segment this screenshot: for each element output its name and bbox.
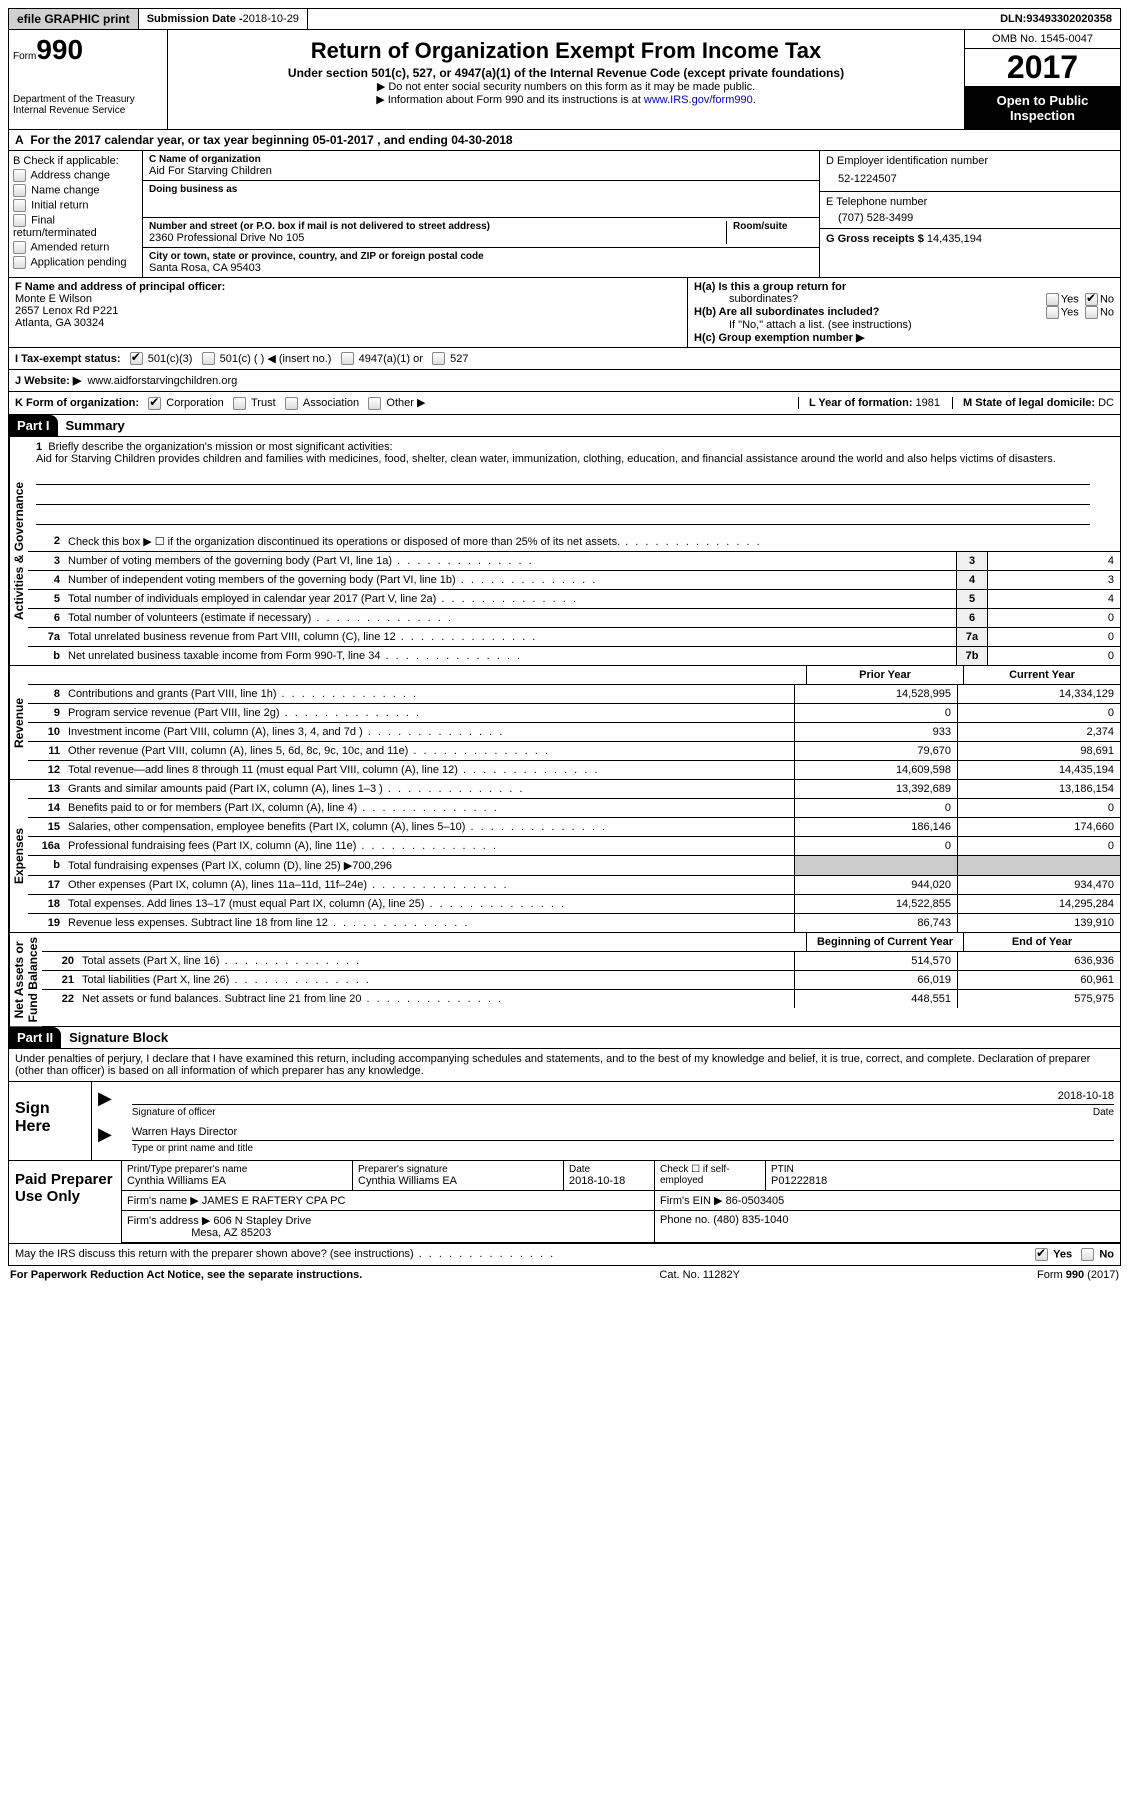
efile-button[interactable]: efile GRAPHIC print bbox=[9, 9, 139, 29]
header-right: OMB No. 1545-0047 2017 Open to PublicIns… bbox=[964, 30, 1120, 129]
checkbox-trust[interactable] bbox=[233, 397, 246, 410]
fin-line: 16aProfessional fundraising fees (Part I… bbox=[28, 837, 1120, 856]
checkbox-name-change[interactable] bbox=[13, 184, 26, 197]
section-a: A For the 2017 calendar year, or tax yea… bbox=[8, 130, 1121, 151]
tab-activities: Activities & Governance bbox=[9, 437, 28, 665]
checkbox-corp[interactable] bbox=[148, 397, 161, 410]
checkbox-hb-yes[interactable] bbox=[1046, 306, 1059, 319]
checkbox-assoc[interactable] bbox=[285, 397, 298, 410]
summary-line: 7aTotal unrelated business revenue from … bbox=[28, 628, 1120, 647]
irs-link[interactable]: www.IRS.gov/form990 bbox=[644, 94, 753, 106]
col-d: D Employer identification number 52-1224… bbox=[819, 151, 1120, 277]
fin-line: 10Investment income (Part VIII, column (… bbox=[28, 723, 1120, 742]
checkbox-address-change[interactable] bbox=[13, 169, 26, 182]
checkbox-discuss-no[interactable] bbox=[1081, 1248, 1094, 1261]
row-i: I Tax-exempt status: 501(c)(3) 501(c) ( … bbox=[8, 348, 1121, 370]
form-header: Form990 Department of the Treasury Inter… bbox=[8, 30, 1121, 130]
tab-expenses: Expenses bbox=[9, 780, 28, 932]
checkbox-501c[interactable] bbox=[202, 352, 215, 365]
row-j: J Website: ▶ www.aidforstarvingchildren.… bbox=[8, 370, 1121, 392]
activities-governance: Activities & Governance 1 Briefly descri… bbox=[8, 437, 1121, 666]
checkbox-amended[interactable] bbox=[13, 241, 26, 254]
entity-block: B Check if applicable: Address change Na… bbox=[8, 151, 1121, 278]
fin-line: 22Net assets or fund balances. Subtract … bbox=[42, 990, 1120, 1008]
revenue-section: Revenue Prior Year Current Year 8Contrib… bbox=[8, 666, 1121, 780]
sign-here: Sign Here ▶ 2018-10-18 Signature of offi… bbox=[8, 1082, 1121, 1161]
fin-line: 20Total assets (Part X, line 16)514,5706… bbox=[42, 952, 1120, 971]
fin-line: 9Program service revenue (Part VIII, lin… bbox=[28, 704, 1120, 723]
top-bar: efile GRAPHIC print Submission Date - 20… bbox=[8, 8, 1121, 30]
fin-line: 17Other expenses (Part IX, column (A), l… bbox=[28, 876, 1120, 895]
row-k: K Form of organization: Corporation Trus… bbox=[8, 392, 1121, 415]
checkbox-initial-return[interactable] bbox=[13, 199, 26, 212]
header-left: Form990 Department of the Treasury Inter… bbox=[9, 30, 168, 129]
expenses-section: Expenses 13Grants and similar amounts pa… bbox=[8, 780, 1121, 933]
fin-line: 18Total expenses. Add lines 13–17 (must … bbox=[28, 895, 1120, 914]
paid-preparer: Paid Preparer Use Only Print/Type prepar… bbox=[8, 1161, 1121, 1244]
part2-header: Part II Signature Block bbox=[8, 1027, 1121, 1049]
col-b: B Check if applicable: Address change Na… bbox=[9, 151, 143, 277]
website: www.aidforstarvingchildren.org bbox=[87, 375, 237, 387]
submission-date: Submission Date - 2018-10-29 bbox=[139, 9, 308, 29]
summary-line: 5Total number of individuals employed in… bbox=[28, 590, 1120, 609]
fin-line: 19Revenue less expenses. Subtract line 1… bbox=[28, 914, 1120, 932]
discuss-row: May the IRS discuss this return with the… bbox=[8, 1244, 1121, 1266]
checkbox-527[interactable] bbox=[432, 352, 445, 365]
tab-revenue: Revenue bbox=[9, 666, 28, 779]
checkbox-final-return[interactable] bbox=[13, 214, 26, 227]
summary-line: 4Number of independent voting members of… bbox=[28, 571, 1120, 590]
checkbox-ha-yes[interactable] bbox=[1046, 293, 1059, 306]
sig-declaration: Under penalties of perjury, I declare th… bbox=[8, 1049, 1121, 1082]
form-title: Return of Organization Exempt From Incom… bbox=[178, 38, 954, 64]
checkbox-discuss-yes[interactable] bbox=[1035, 1248, 1048, 1261]
netassets-section: Net Assets or Fund Balances Beginning of… bbox=[8, 933, 1121, 1027]
summary-line: 6Total number of volunteers (estimate if… bbox=[28, 609, 1120, 628]
dln: DLN: 93493302020358 bbox=[992, 9, 1120, 29]
header-center: Return of Organization Exempt From Incom… bbox=[168, 30, 964, 129]
checkbox-4947[interactable] bbox=[341, 352, 354, 365]
sign-arrow-icon: ▶ bbox=[98, 1124, 112, 1154]
ein: 52-1224507 bbox=[838, 173, 1114, 185]
fin-line: 8Contributions and grants (Part VIII, li… bbox=[28, 685, 1120, 704]
fin-line: 15Salaries, other compensation, employee… bbox=[28, 818, 1120, 837]
checkbox-application-pending[interactable] bbox=[13, 256, 26, 269]
page-footer: For Paperwork Reduction Act Notice, see … bbox=[8, 1266, 1121, 1284]
org-name: Aid For Starving Children bbox=[149, 165, 813, 177]
row-fh: F Name and address of principal officer:… bbox=[8, 278, 1121, 348]
fin-line: 12Total revenue—add lines 8 through 11 (… bbox=[28, 761, 1120, 779]
checkbox-ha-no[interactable] bbox=[1085, 293, 1098, 306]
part1-header: Part I Summary bbox=[8, 415, 1121, 437]
fin-line: 14Benefits paid to or for members (Part … bbox=[28, 799, 1120, 818]
sign-arrow-icon: ▶ bbox=[98, 1088, 112, 1118]
summary-line: 2Check this box ▶ ☐ if the organization … bbox=[28, 532, 1120, 552]
col-c: C Name of organization Aid For Starving … bbox=[143, 151, 819, 277]
checkbox-other[interactable] bbox=[368, 397, 381, 410]
checkbox-501c3[interactable] bbox=[130, 352, 143, 365]
fin-line: 13Grants and similar amounts paid (Part … bbox=[28, 780, 1120, 799]
fin-line: bTotal fundraising expenses (Part IX, co… bbox=[28, 856, 1120, 876]
checkbox-hb-no[interactable] bbox=[1085, 306, 1098, 319]
fin-line: 11Other revenue (Part VIII, column (A), … bbox=[28, 742, 1120, 761]
tab-netassets: Net Assets or Fund Balances bbox=[9, 933, 42, 1026]
fin-line: 21Total liabilities (Part X, line 26)66,… bbox=[42, 971, 1120, 990]
summary-line: 3Number of voting members of the governi… bbox=[28, 552, 1120, 571]
summary-line: bNet unrelated business taxable income f… bbox=[28, 647, 1120, 665]
mission-text: Aid for Starving Children provides child… bbox=[36, 453, 1090, 465]
